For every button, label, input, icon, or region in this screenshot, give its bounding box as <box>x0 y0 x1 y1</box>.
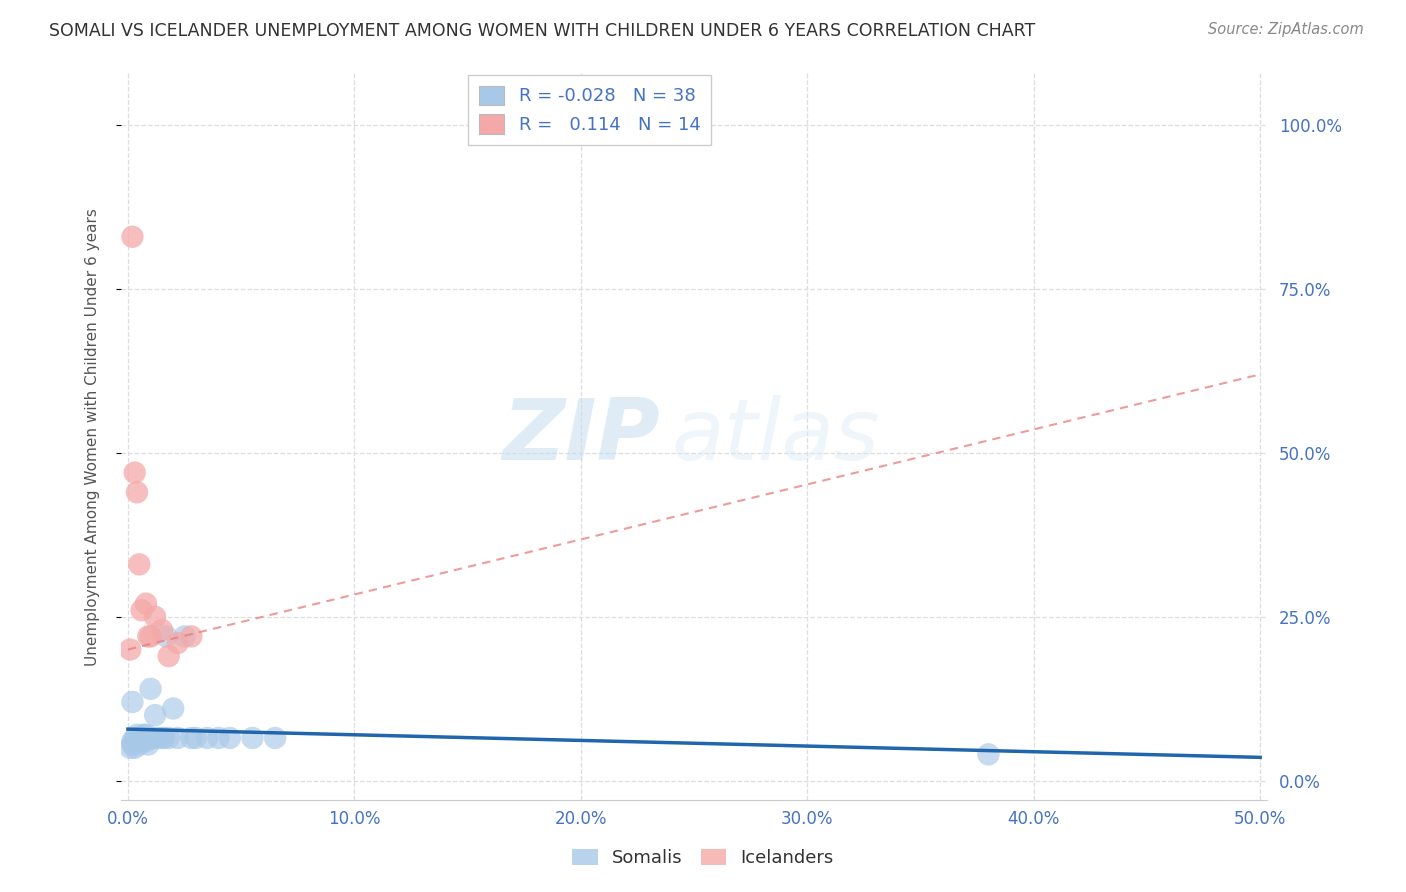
Text: atlas: atlas <box>671 395 879 478</box>
Point <box>150 623 173 637</box>
Point <box>125 728 148 742</box>
Point <box>142 731 165 745</box>
Point <box>150 731 173 745</box>
Point <box>120 642 142 657</box>
Point <box>121 734 143 748</box>
Y-axis label: Unemployment Among Women with Children Under 6 years: Unemployment Among Women with Children U… <box>86 208 100 665</box>
Point <box>218 731 240 745</box>
Point <box>131 603 153 617</box>
Legend: Somalis, Icelanders: Somalis, Icelanders <box>565 841 841 874</box>
Point <box>128 738 150 752</box>
Point <box>136 731 159 745</box>
Point <box>121 738 143 752</box>
Point <box>155 629 177 643</box>
Point <box>136 738 159 752</box>
Point <box>180 731 202 745</box>
Point <box>136 629 159 643</box>
Point <box>166 636 188 650</box>
Point <box>131 734 153 748</box>
Point <box>143 708 166 723</box>
Point <box>977 747 1000 762</box>
Point <box>207 731 229 745</box>
Point <box>184 731 207 745</box>
Point <box>124 740 146 755</box>
Point <box>173 629 195 643</box>
Point <box>121 695 143 709</box>
Point <box>157 649 180 664</box>
Legend: R = -0.028   N = 38, R =   0.114   N = 14: R = -0.028 N = 38, R = 0.114 N = 14 <box>468 75 711 145</box>
Point <box>124 466 146 480</box>
Point <box>128 558 150 572</box>
Point <box>139 681 162 696</box>
Point <box>264 731 287 745</box>
Point <box>157 731 180 745</box>
Point <box>125 485 148 500</box>
Point <box>132 731 155 745</box>
Point <box>120 740 142 755</box>
Point <box>135 597 157 611</box>
Text: Source: ZipAtlas.com: Source: ZipAtlas.com <box>1208 22 1364 37</box>
Point <box>180 629 202 643</box>
Text: SOMALI VS ICELANDER UNEMPLOYMENT AMONG WOMEN WITH CHILDREN UNDER 6 YEARS CORRELA: SOMALI VS ICELANDER UNEMPLOYMENT AMONG W… <box>49 22 1035 40</box>
Point <box>135 734 157 748</box>
Point <box>121 229 143 244</box>
Point <box>242 731 264 745</box>
Point <box>128 731 150 745</box>
Point <box>132 728 155 742</box>
Point <box>125 734 148 748</box>
Point <box>146 731 169 745</box>
Point <box>166 731 188 745</box>
Text: ZIP: ZIP <box>502 395 659 478</box>
Point <box>143 609 166 624</box>
Point <box>124 731 146 745</box>
Point <box>131 731 153 745</box>
Point <box>135 728 157 742</box>
Point <box>162 701 184 715</box>
Point <box>139 629 162 643</box>
Point <box>195 731 218 745</box>
Point <box>153 731 176 745</box>
Point <box>139 731 162 745</box>
